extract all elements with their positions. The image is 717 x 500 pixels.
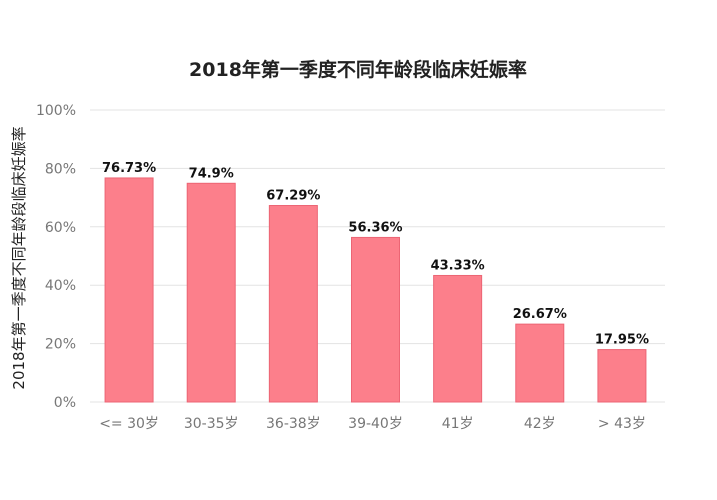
y-axis-label: 2018年第一季度不同年龄段临床妊娠率 (10, 126, 28, 389)
bar-value-label: 74.9% (189, 166, 234, 181)
x-tick-label: 36-38岁 (266, 416, 321, 432)
data-labels: 76.73% 74.9% 67.29% 56.36% 43.33% 26.67% 17.95… (102, 161, 649, 348)
x-tick-label: 42岁 (524, 416, 556, 432)
x-tick-label: 39-40岁 (348, 416, 403, 432)
y-tick-label: 100% (36, 103, 76, 119)
bar (597, 349, 647, 403)
y-tick-label: 20% (45, 337, 76, 353)
x-tick-label: > 43岁 (598, 416, 646, 432)
chart-title: 2018年第一季度不同年龄段临床妊娠率 (189, 58, 527, 81)
bar-value-label: 56.36% (348, 220, 402, 235)
bar-value-label: 26.67% (513, 307, 567, 322)
bar (515, 323, 565, 403)
bar (186, 182, 236, 403)
x-axis-ticks: <= 30岁 30-35岁 36-38岁 39-40岁 41岁 42岁 > 43岁 (99, 416, 646, 432)
bar-value-label: 76.73% (102, 161, 156, 176)
bar (104, 177, 154, 403)
bar (433, 274, 483, 403)
bar (268, 205, 318, 403)
y-tick-label: 0% (54, 395, 76, 411)
x-tick-label: 41岁 (442, 416, 474, 432)
x-tick-label: 30-35岁 (184, 416, 239, 432)
x-tick-label: <= 30岁 (99, 416, 159, 432)
bar (351, 236, 400, 403)
y-axis-ticks: 0% 20% 40% 60% 80% 100% (36, 103, 76, 411)
bar-value-label: 67.29% (266, 189, 320, 204)
y-tick-label: 60% (45, 220, 76, 236)
bar-value-label: 43.33% (431, 258, 485, 273)
bars (104, 177, 647, 403)
bar-value-label: 17.95% (595, 333, 649, 348)
y-tick-label: 80% (45, 161, 76, 177)
y-tick-label: 40% (45, 278, 76, 294)
